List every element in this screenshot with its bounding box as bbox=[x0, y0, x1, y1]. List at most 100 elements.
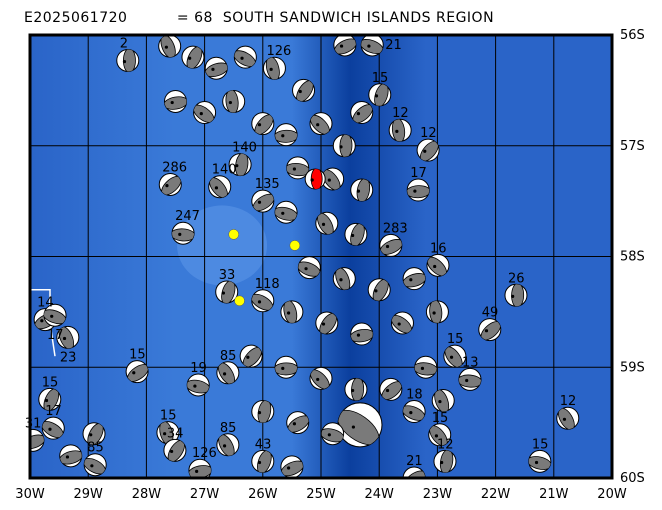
map-title: E2025061720 = 68 SOUTH SANDWICH ISLANDS … bbox=[24, 10, 495, 26]
beachball-axis-dot bbox=[339, 278, 343, 282]
beachball bbox=[171, 221, 195, 245]
beachball bbox=[280, 455, 305, 478]
event-depth-label: 49 bbox=[482, 306, 499, 321]
beachball-axis-dot bbox=[178, 232, 182, 236]
beachball-axis-dot bbox=[304, 267, 308, 271]
beachball-axis-dot bbox=[235, 164, 239, 168]
beachball-axis-dot bbox=[193, 384, 197, 388]
event-depth-label: 17 bbox=[410, 166, 427, 181]
beachball bbox=[413, 355, 438, 379]
lon-tick-label: 27W bbox=[190, 487, 220, 502]
beachball bbox=[433, 449, 457, 474]
event-depth-label: 21 bbox=[406, 454, 423, 469]
event-depth-label: 15 bbox=[432, 411, 449, 426]
beachball-axis-dot bbox=[395, 129, 399, 133]
labels-layer: 2286247140140151985331417231531851534126… bbox=[25, 36, 576, 469]
beachball-axis-dot bbox=[423, 149, 427, 153]
beachball-axis-dot bbox=[222, 444, 227, 448]
beachball-axis-dot bbox=[438, 399, 442, 404]
lat-tick-label: 58S bbox=[620, 250, 645, 265]
beachball-axis-dot bbox=[62, 336, 67, 341]
event-depth-label: 135 bbox=[255, 177, 280, 192]
event-depth-label: 15 bbox=[129, 348, 146, 363]
beachball-axis-dot bbox=[163, 432, 167, 436]
beachball-axis-dot bbox=[409, 411, 413, 415]
beachball-axis-dot bbox=[281, 366, 285, 370]
event-depth-label: 140 bbox=[232, 141, 257, 156]
beachball-axis-dot bbox=[40, 319, 44, 323]
beachball-axis-dot bbox=[316, 377, 320, 382]
event-depth-label: 15 bbox=[372, 71, 389, 86]
beachball-axis-dot bbox=[257, 411, 262, 415]
beachball-axis-dot bbox=[367, 44, 371, 48]
event-depth-label: 2 bbox=[120, 36, 128, 51]
beachball bbox=[368, 83, 392, 108]
beachball bbox=[428, 423, 452, 447]
event-depth-label: 19 bbox=[190, 361, 207, 376]
beachball-compression-quadrant bbox=[274, 362, 298, 376]
beachball-compression-quadrant bbox=[171, 228, 195, 242]
beachball-axis-dot bbox=[298, 89, 302, 94]
event-depth-label: 31 bbox=[25, 416, 42, 431]
lat-tick-label: 57S bbox=[620, 139, 645, 154]
beachball bbox=[250, 289, 275, 313]
beachball-compression-quadrant bbox=[351, 377, 365, 401]
beachball bbox=[228, 152, 252, 178]
beachball-axis-dot bbox=[356, 189, 361, 193]
beachball bbox=[336, 402, 383, 448]
event-depth-label: 126 bbox=[192, 446, 217, 461]
beachball bbox=[251, 112, 275, 136]
event-depth-label: 85 bbox=[220, 421, 237, 436]
beachball bbox=[315, 211, 339, 236]
event-depth-label: 16 bbox=[430, 241, 447, 256]
beachball-axis-dot bbox=[170, 100, 174, 105]
beachball-axis-dot bbox=[432, 311, 436, 315]
beachball-axis-dot bbox=[511, 294, 515, 298]
beachball bbox=[215, 280, 239, 305]
beachball-axis-dot bbox=[316, 123, 320, 127]
beachball-axis-dot bbox=[199, 112, 203, 116]
beachball bbox=[216, 433, 240, 458]
beachball-axis-dot bbox=[222, 372, 227, 376]
lat-tick-label: 59S bbox=[620, 360, 645, 375]
beachball-axis-dot bbox=[281, 134, 285, 138]
beachball bbox=[204, 56, 229, 80]
beachball-axis-dot bbox=[287, 466, 291, 470]
beachball-axis-dot bbox=[214, 186, 219, 190]
event-depth-label: 14 bbox=[37, 296, 54, 311]
beachball bbox=[251, 449, 275, 474]
event-depth-label: 15 bbox=[532, 437, 549, 452]
beachball-axis-dot bbox=[351, 425, 355, 429]
beachball-axis-dot bbox=[228, 100, 232, 105]
beachball bbox=[320, 422, 345, 446]
beachball bbox=[556, 406, 580, 431]
beachball-axis-dot bbox=[310, 178, 314, 182]
event-depth-label: 140 bbox=[212, 163, 237, 178]
beachball bbox=[388, 118, 412, 143]
beachball bbox=[125, 360, 149, 384]
yellow-event-marker bbox=[234, 295, 245, 307]
beachball bbox=[379, 377, 403, 401]
beachball-axis-dot bbox=[374, 94, 379, 98]
beachball-compression-quadrant bbox=[406, 185, 430, 199]
beachball bbox=[286, 411, 310, 435]
beachball-axis-dot bbox=[257, 300, 262, 304]
beachball-compression-quadrant bbox=[511, 284, 525, 307]
beachball-axis-dot bbox=[292, 167, 297, 171]
beachball bbox=[359, 35, 384, 57]
event-depth-label: 26 bbox=[508, 271, 525, 286]
beachball-axis-dot bbox=[269, 67, 273, 71]
beachball bbox=[332, 267, 356, 292]
beachball-axis-dot bbox=[211, 67, 215, 71]
beachball bbox=[30, 428, 46, 452]
beachball bbox=[315, 311, 339, 335]
lon-tick-label: 25W bbox=[306, 487, 336, 502]
lon-tick-label: 26W bbox=[248, 487, 278, 502]
event-depth-label: 286 bbox=[162, 161, 187, 176]
beachball-axis-dot bbox=[257, 200, 262, 204]
beachball-axis-dot bbox=[292, 422, 297, 426]
lon-tick-label: 22W bbox=[481, 487, 511, 502]
beachball-axis-dot bbox=[385, 244, 390, 249]
beachball bbox=[280, 299, 304, 325]
